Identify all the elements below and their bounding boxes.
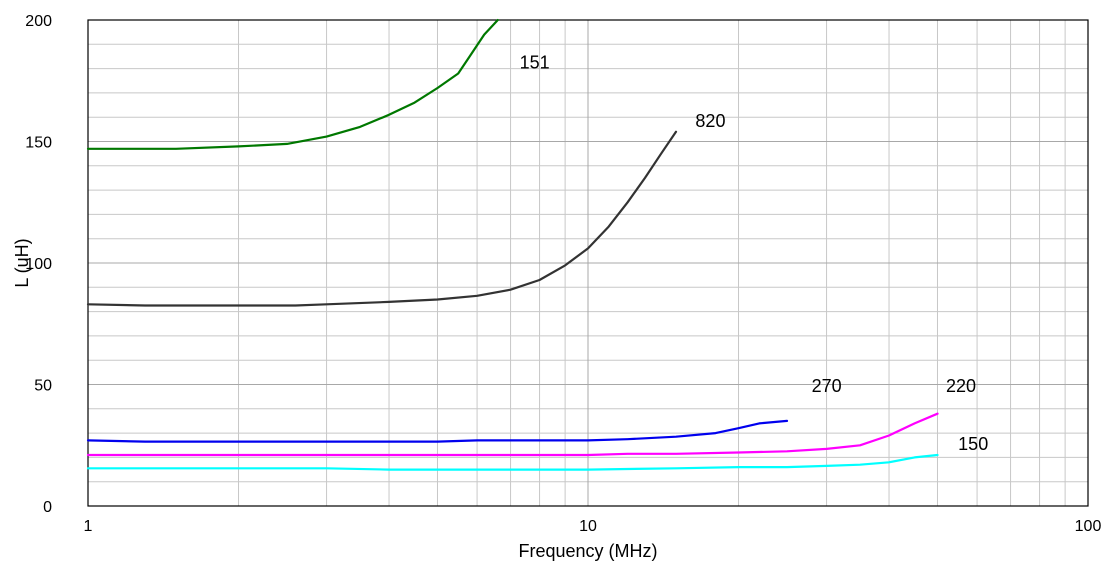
y-axis-title: L (uH) [12,238,32,287]
y-tick-label: 200 [25,13,52,30]
series-line-270 [86,419,789,443]
x-tick-label: 1 [84,518,93,535]
y-tick-labels: 0 50 100 150 200 [25,13,52,516]
x-tick-label: 100 [1075,518,1102,535]
series-annotations: 151 820 270 220 150 [520,53,989,455]
series-annotation: 270 [812,376,842,396]
series-annotation: 820 [695,111,725,131]
y-tick-label: 150 [25,135,52,152]
series-line-150 [86,453,939,471]
y-tick-label: 50 [34,378,52,395]
x-tick-label: 10 [579,518,597,535]
y-tick-label: 0 [43,499,52,516]
series-annotation: 151 [520,53,550,73]
series-line-151 [86,18,499,150]
x-tick-labels: 1 10 100 [84,518,1102,535]
series-line-820 [86,130,678,307]
plot-frame [87,19,1089,507]
y-tick-label: 100 [25,256,52,273]
series-annotation: 150 [958,434,988,454]
series-lines [86,18,939,471]
major-gridlines [88,20,1088,506]
x-axis-title: Frequency (MHz) [518,541,657,561]
series-line-220 [86,412,939,457]
series-annotation: 220 [946,376,976,396]
